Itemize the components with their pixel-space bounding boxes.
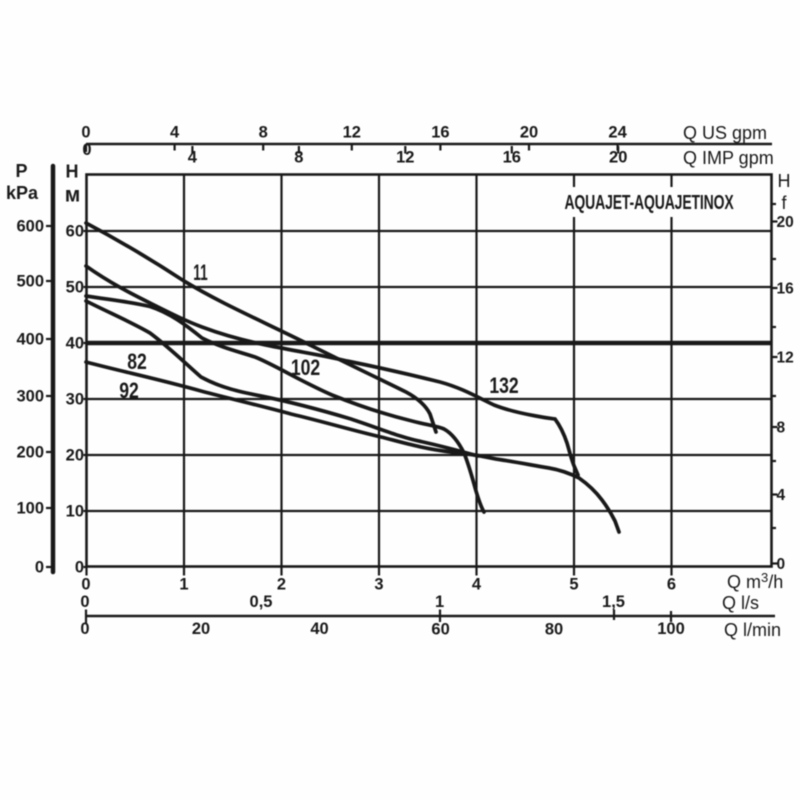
svg-text:5: 5 — [569, 576, 578, 594]
svg-text:3: 3 — [374, 576, 383, 594]
svg-text:500: 500 — [16, 273, 44, 291]
svg-text:10: 10 — [66, 503, 84, 521]
svg-text:8: 8 — [777, 420, 786, 437]
svg-text:40: 40 — [66, 335, 84, 353]
svg-text:20: 20 — [66, 447, 84, 465]
svg-text:0,5: 0,5 — [250, 593, 273, 611]
svg-text:12: 12 — [343, 124, 361, 142]
svg-text:0: 0 — [75, 559, 84, 577]
svg-text:16: 16 — [431, 124, 449, 142]
svg-text:4: 4 — [777, 487, 786, 504]
svg-text:82: 82 — [127, 350, 147, 374]
svg-text:92: 92 — [119, 379, 139, 403]
svg-text:24: 24 — [608, 124, 627, 142]
svg-text:600: 600 — [16, 218, 44, 236]
svg-text:Q m3/h: Q m3/h — [727, 570, 783, 592]
svg-text:0: 0 — [35, 559, 44, 577]
svg-text:11: 11 — [193, 260, 207, 285]
svg-text:AQUAJET-AQUAJETINOX: AQUAJET-AQUAJETINOX — [564, 190, 734, 213]
svg-text:0: 0 — [777, 556, 786, 573]
svg-text:Q US gpm: Q US gpm — [683, 123, 767, 143]
svg-text:8: 8 — [294, 149, 303, 167]
svg-text:200: 200 — [16, 444, 44, 462]
svg-text:0: 0 — [81, 124, 90, 142]
svg-text:0: 0 — [80, 593, 89, 611]
svg-text:12: 12 — [396, 149, 414, 167]
svg-text:8: 8 — [259, 124, 268, 142]
svg-text:30: 30 — [66, 391, 84, 409]
svg-text:16: 16 — [503, 149, 521, 167]
svg-text:60: 60 — [431, 621, 449, 639]
svg-text:132: 132 — [489, 374, 518, 398]
svg-text:0: 0 — [82, 141, 91, 159]
svg-text:50: 50 — [66, 279, 84, 297]
svg-text:kPa: kPa — [6, 183, 39, 203]
svg-text:300: 300 — [16, 388, 44, 406]
svg-text:Q l/s: Q l/s — [722, 593, 759, 613]
svg-text:20: 20 — [777, 214, 794, 231]
svg-text:1: 1 — [435, 593, 444, 611]
svg-text:2: 2 — [277, 576, 286, 594]
svg-text:6: 6 — [667, 576, 676, 594]
svg-text:м: м — [65, 184, 81, 207]
svg-text:f: f — [781, 193, 787, 213]
svg-text:20: 20 — [192, 620, 210, 638]
svg-text:400: 400 — [16, 331, 44, 349]
svg-text:0: 0 — [80, 620, 89, 638]
svg-text:Q IMP gpm: Q IMP gpm — [683, 148, 774, 168]
svg-text:16: 16 — [777, 281, 795, 298]
svg-text:12: 12 — [777, 350, 794, 367]
svg-text:100: 100 — [16, 500, 44, 518]
svg-text:P: P — [15, 161, 27, 181]
svg-text:H: H — [778, 171, 791, 191]
svg-text:0: 0 — [81, 576, 90, 594]
svg-text:H: H — [66, 162, 79, 182]
svg-text:1: 1 — [179, 576, 188, 594]
svg-text:60: 60 — [66, 223, 84, 241]
svg-text:Q l/min: Q l/min — [724, 620, 781, 640]
svg-text:20: 20 — [520, 124, 538, 142]
svg-text:80: 80 — [545, 621, 563, 639]
svg-text:1,5: 1,5 — [602, 593, 625, 611]
svg-text:4: 4 — [188, 149, 198, 167]
svg-text:40: 40 — [310, 620, 328, 638]
svg-text:20: 20 — [609, 149, 627, 167]
svg-text:102: 102 — [291, 356, 320, 380]
svg-text:100: 100 — [657, 620, 685, 638]
svg-text:4: 4 — [472, 576, 482, 594]
svg-text:4: 4 — [170, 124, 180, 142]
